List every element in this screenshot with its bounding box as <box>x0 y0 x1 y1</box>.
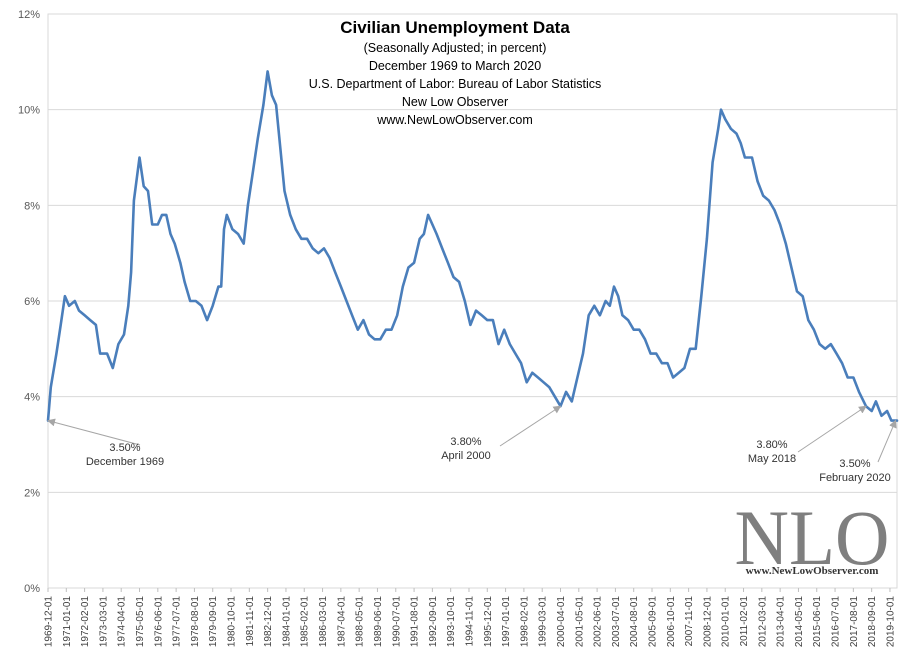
x-tick-label: 1985-02-01 <box>300 596 311 648</box>
x-tick-label: 1992-09-01 <box>428 596 439 648</box>
plot-area-border <box>47 13 898 589</box>
x-tick-label: 2015-06-01 <box>812 596 823 648</box>
x-tick-label: 1975-05-01 <box>135 596 146 648</box>
x-tick-label: 1987-04-01 <box>336 596 347 648</box>
x-tick-label: 1979-09-01 <box>208 596 219 648</box>
x-tick-label: 2000-04-01 <box>556 596 567 648</box>
annotation-arrow <box>47 418 141 446</box>
annotation-arrow <box>877 419 897 463</box>
x-tick-label: 1982-12-01 <box>263 596 274 648</box>
chart-subtitle-line-2: December 1969 to March 2020 <box>369 59 541 73</box>
x-tick-label: 1984-01-01 <box>281 596 292 648</box>
chart-subtitle-line-1: (Seasonally Adjusted; in percent) <box>364 41 547 55</box>
annotation-label: May 2018 <box>748 453 796 465</box>
y-tick-label: 2% <box>24 487 40 499</box>
x-tick-label: 1974-04-01 <box>117 596 128 648</box>
x-tick-label: 1971-01-01 <box>62 596 73 648</box>
annotation-arrow <box>797 405 867 453</box>
annotation-label: 3.80% <box>756 439 787 451</box>
x-tick-label: 2008-12-01 <box>702 596 713 648</box>
x-tick-label: 1969-12-01 <box>44 596 55 648</box>
x-tick-label: 2018-09-01 <box>867 596 878 648</box>
x-tick-label: 1997-01-01 <box>501 596 512 648</box>
annotation-label: 3.50% <box>839 458 870 470</box>
x-tick-label: 2011-02-01 <box>739 596 750 647</box>
x-tick-label: 2006-10-01 <box>666 596 677 648</box>
x-axis-tick-labels: 1969-12-01 1971-01-01 1972-02-01 1973-03-01… <box>44 588 896 648</box>
x-tick-label: 1986-03-01 <box>318 596 329 648</box>
series-layer <box>46 70 899 422</box>
x-tick-label: 1973-03-01 <box>98 596 109 648</box>
x-tick-label: 1994-11-01 <box>464 596 475 647</box>
x-tick-label: 1981-11-01 <box>245 596 256 647</box>
x-tick-label: 1976-06-01 <box>153 596 164 648</box>
x-tick-label: 1995-12-01 <box>483 596 494 648</box>
y-tick-label: 12% <box>18 9 40 21</box>
y-axis-tick-labels: 0% 2% 4% 6% 8% 10% 12% <box>18 9 40 595</box>
x-tick-label: 2003-07-01 <box>611 596 622 648</box>
x-tick-label: 1990-07-01 <box>391 596 402 648</box>
x-tick-label: 1980-10-01 <box>227 596 238 648</box>
x-tick-label: 2013-04-01 <box>776 596 787 648</box>
x-tick-label: 1993-10-01 <box>446 596 457 648</box>
y-tick-label: 6% <box>24 296 40 308</box>
chart-subtitle-line-3: U.S. Department of Labor: Bureau of Labo… <box>309 77 602 91</box>
x-tick-label: 2017-08-01 <box>849 596 860 648</box>
x-tick-label: 2014-05-01 <box>794 596 805 648</box>
x-tick-label: 1978-08-01 <box>190 596 201 648</box>
annotation-label: December 1969 <box>86 456 164 468</box>
x-tick-label: 1977-07-01 <box>172 596 183 648</box>
x-tick-label: 2005-09-01 <box>648 596 659 648</box>
annotation-label: April 2000 <box>441 450 491 462</box>
x-tick-label: 2001-05-01 <box>574 596 585 648</box>
x-tick-label: 1991-08-01 <box>410 596 421 648</box>
x-tick-label: 2004-08-01 <box>629 596 640 648</box>
annotation-label: February 2020 <box>819 472 891 484</box>
x-tick-label: 2002-06-01 <box>593 596 604 648</box>
annotation-layer: 3.50% December 1969 3.80% April 2000 3.80% Ma… <box>47 405 897 484</box>
x-tick-label: 1998-02-01 <box>519 596 530 648</box>
x-tick-label: 2010-01-01 <box>721 596 732 648</box>
x-tick-label: 1999-03-01 <box>538 596 549 648</box>
x-tick-label: 1972-02-01 <box>80 596 91 648</box>
annotation-arrow <box>499 405 562 447</box>
chart-subtitle-line-4: New Low Observer <box>402 95 508 109</box>
y-tick-label: 0% <box>24 583 40 595</box>
watermark-url: www.NewLowObserver.com <box>746 565 879 577</box>
y-tick-label: 10% <box>18 105 40 117</box>
x-tick-label: 2012-03-01 <box>757 596 768 648</box>
annotation-label: 3.50% <box>109 442 140 454</box>
x-tick-label: 1989-06-01 <box>373 596 384 648</box>
x-tick-label: 1988-05-01 <box>355 596 366 648</box>
chart-subtitle-line-5: www.NewLowObserver.com <box>376 113 533 127</box>
series-line <box>46 70 899 422</box>
annotation-label: 3.80% <box>450 436 481 448</box>
y-tick-label: 8% <box>24 200 40 212</box>
x-tick-label: 2019-10-01 <box>885 596 896 648</box>
x-tick-label: 2007-11-01 <box>684 596 695 647</box>
y-tick-label: 4% <box>24 392 40 404</box>
nlo-logo-watermark: NLO <box>735 494 890 581</box>
chart-title: Civilian Unemployment Data <box>340 18 570 37</box>
x-tick-label: 2016-07-01 <box>831 596 842 648</box>
